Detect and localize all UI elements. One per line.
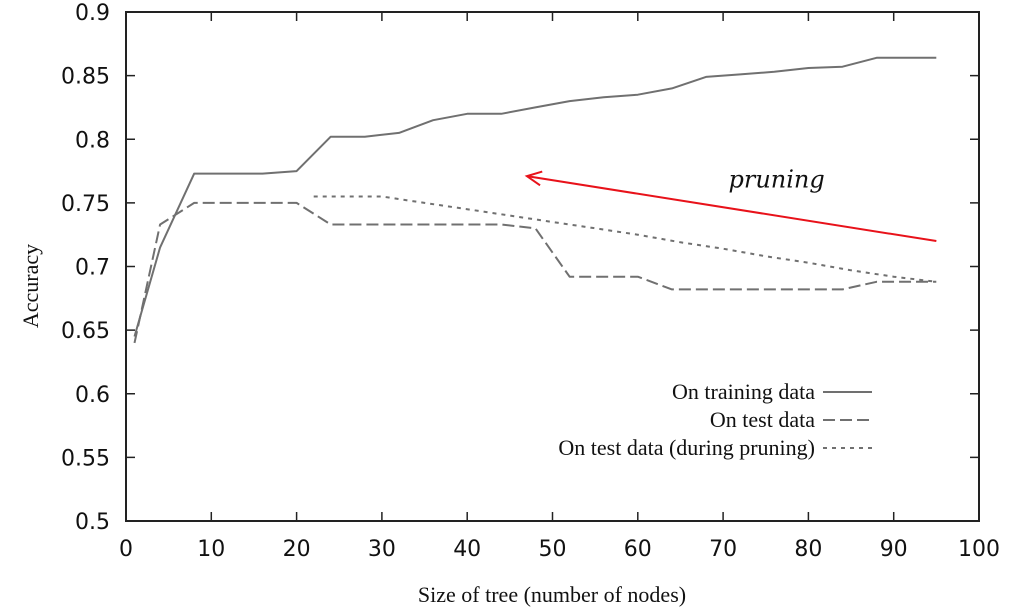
y-tick-label: 0.7	[75, 256, 110, 281]
y-tick-label: 0.8	[75, 128, 110, 153]
x-tick-label: 80	[794, 537, 822, 562]
series-line-dotted	[313, 195, 937, 283]
x-tick-label: 20	[283, 537, 311, 562]
annotations: pruning	[524, 166, 937, 243]
x-tick-label: 0	[119, 537, 133, 562]
x-tick-label: 90	[880, 537, 908, 562]
y-tick-label: 0.75	[61, 192, 110, 217]
legend: On training data On test data On test data…	[558, 379, 872, 460]
y-axis-title: Accuracy	[18, 244, 43, 328]
pruning-arrow-head	[524, 170, 543, 187]
axis-ticks: 0 10 20 30 40 50 60 70 80 90 100 0.5 0.55 0.6 0.65 0.7 0…	[61, 1, 1000, 562]
legend-label: On test data (during pruning)	[558, 435, 815, 460]
x-tick-label: 50	[539, 537, 567, 562]
y-tick-label: 0.55	[61, 446, 110, 471]
y-tick-label: 0.9	[75, 1, 110, 26]
x-tick-label: 100	[958, 537, 1000, 562]
x-tick-label: 40	[453, 537, 481, 562]
pruning-label: pruning	[729, 166, 825, 194]
x-tick-label: 30	[368, 537, 396, 562]
legend-label: On test data	[710, 407, 815, 432]
pruning-arrow-shaft	[526, 175, 937, 243]
y-tick-label: 0.5	[75, 510, 110, 535]
x-tick-label: 60	[624, 537, 652, 562]
y-tick-label: 0.85	[61, 65, 110, 90]
series-lines	[133, 56, 937, 344]
x-tick-label: 70	[709, 537, 737, 562]
series-line-dashed	[133, 201, 937, 344]
y-tick-label: 0.6	[75, 383, 110, 408]
plot-area	[125, 11, 980, 522]
y-tick-label: 0.65	[61, 319, 110, 344]
series-line-solid	[133, 56, 937, 337]
legend-label: On training data	[672, 379, 815, 404]
x-axis-title: Size of tree (number of nodes)	[418, 582, 686, 607]
x-tick-label: 10	[197, 537, 225, 562]
